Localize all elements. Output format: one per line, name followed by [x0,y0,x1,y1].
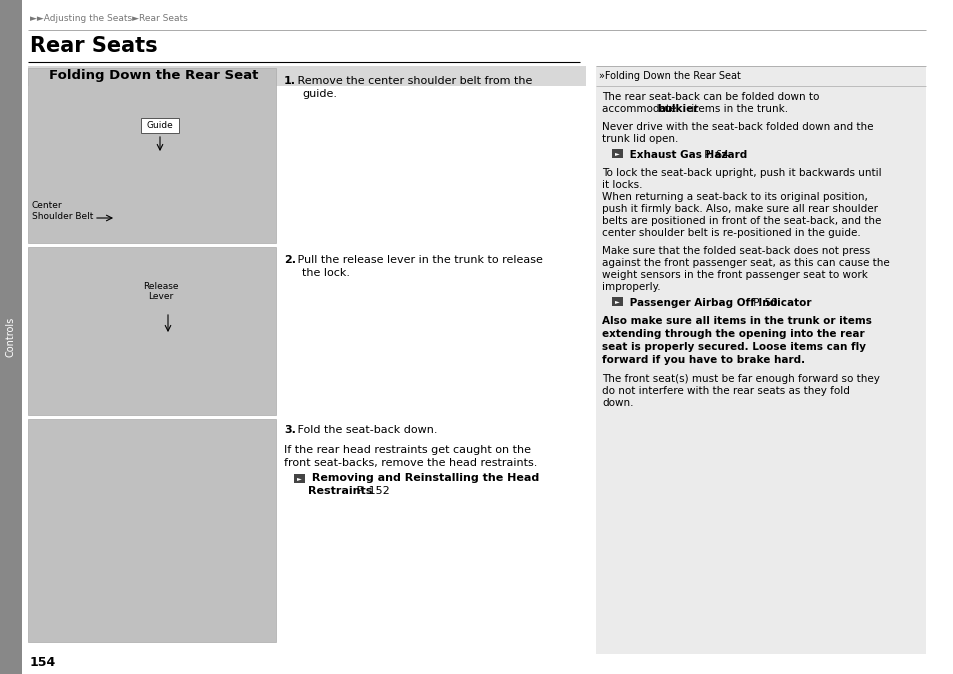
Text: ►: ► [296,476,301,481]
Text: 3.: 3. [284,425,295,435]
Text: Also make sure all items in the trunk or items: Also make sure all items in the trunk or… [601,316,871,326]
Text: seat is properly secured. Loose items can fly: seat is properly secured. Loose items ca… [601,342,865,352]
Text: Remove the center shoulder belt from the: Remove the center shoulder belt from the [294,76,532,86]
Text: weight sensors in the front passenger seat to work: weight sensors in the front passenger se… [601,270,867,280]
Text: To lock the seat-back upright, push it backwards until: To lock the seat-back upright, push it b… [601,168,881,178]
Text: Rear Seats: Rear Seats [30,36,157,56]
Text: Fold the seat-back down.: Fold the seat-back down. [294,425,437,435]
Bar [612,297,622,306]
Text: Guide: Guide [147,121,173,129]
Text: 2.: 2. [284,255,295,265]
Text: it locks.: it locks. [601,180,641,190]
Text: trunk lid open.: trunk lid open. [601,134,678,144]
Bar [141,118,179,133]
Text: push it firmly back. Also, make sure all rear shoulder: push it firmly back. Also, make sure all… [601,204,877,214]
Text: Folding Down the Rear Seat: Folding Down the Rear Seat [49,69,258,82]
Bar [612,149,622,158]
Bar [294,474,305,483]
Text: 1.: 1. [284,76,295,86]
Text: Make sure that the folded seat-back does not press: Make sure that the folded seat-back does… [601,246,869,256]
Text: P. 64: P. 64 [700,150,728,160]
Bar [28,66,585,86]
Text: P. 152: P. 152 [353,486,390,496]
Text: Center
Shoulder Belt: Center Shoulder Belt [32,202,93,220]
Text: Release
Lever: Release Lever [143,282,178,301]
Text: extending through the opening into the rear: extending through the opening into the r… [601,329,863,339]
Bar [33,70,44,82]
Text: The front seat(s) must be far enough forward so they: The front seat(s) must be far enough for… [601,374,879,384]
Text: If the rear head restraints get caught on the: If the rear head restraints get caught o… [284,445,531,455]
Bar [596,66,925,654]
Text: items in the trunk.: items in the trunk. [687,104,787,114]
Bar [0,0,22,674]
Text: 154: 154 [30,656,56,669]
Text: When returning a seat-back to its original position,: When returning a seat-back to its origin… [601,192,867,202]
Text: ►: ► [614,299,618,304]
Text: accommodate: accommodate [601,104,679,114]
Bar [28,68,275,243]
Text: improperly.: improperly. [601,282,659,292]
Text: The rear seat-back can be folded down to: The rear seat-back can be folded down to [601,92,819,102]
Text: bulkier: bulkier [657,104,698,114]
Text: Restraints: Restraints [308,486,372,496]
Text: ►: ► [614,151,618,156]
Text: Passenger Airbag Off Indicator: Passenger Airbag Off Indicator [625,298,811,308]
Text: ►►Adjusting the Seats►Rear Seats: ►►Adjusting the Seats►Rear Seats [30,14,188,23]
Text: the lock.: the lock. [302,268,350,278]
Bar [28,419,275,642]
Text: Never drive with the seat-back folded down and the: Never drive with the seat-back folded do… [601,122,873,132]
Text: front seat-backs, remove the head restraints.: front seat-backs, remove the head restra… [284,458,537,468]
Text: down.: down. [601,398,633,408]
Text: do not interfere with the rear seats as they fold: do not interfere with the rear seats as … [601,386,849,396]
Text: P. 50: P. 50 [749,298,777,308]
Text: against the front passenger seat, as this can cause the: against the front passenger seat, as thi… [601,258,889,268]
Text: Controls: Controls [6,317,16,357]
Text: forward if you have to brake hard.: forward if you have to brake hard. [601,355,804,365]
Text: center shoulder belt is re-positioned in the guide.: center shoulder belt is re-positioned in… [601,228,860,238]
Text: Removing and Reinstalling the Head: Removing and Reinstalling the Head [308,473,538,483]
Text: belts are positioned in front of the seat-back, and the: belts are positioned in front of the sea… [601,216,881,226]
Text: Exhaust Gas Hazard: Exhaust Gas Hazard [625,150,746,160]
Bar [28,247,275,415]
Text: Pull the release lever in the trunk to release: Pull the release lever in the trunk to r… [294,255,542,265]
Text: »Folding Down the Rear Seat: »Folding Down the Rear Seat [598,71,740,81]
Text: guide.: guide. [302,89,336,99]
